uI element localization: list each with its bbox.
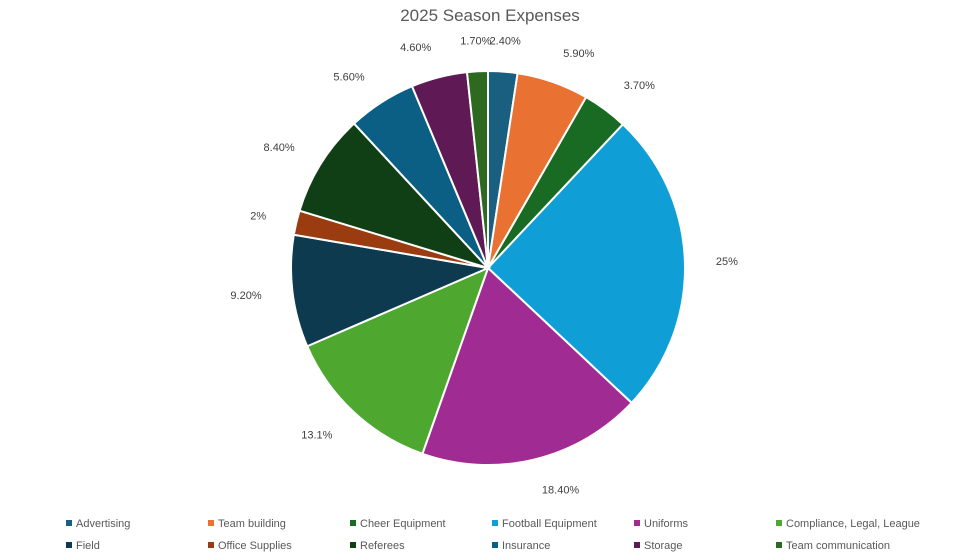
- legend-swatch: [208, 520, 214, 527]
- legend-swatch: [492, 520, 498, 527]
- legend-item: Insurance: [492, 539, 550, 553]
- pie-chart: 2.40% 5.90% 3.70% 25% 18.40% 13.1% 9.20% 2% 8.40…: [230, 35, 738, 497]
- data-label-10: 4.60%: [400, 42, 431, 54]
- legend-item: Team building: [208, 517, 286, 531]
- data-label-1: 5.90%: [563, 48, 594, 60]
- legend-item: Football Equipment: [492, 517, 597, 531]
- data-label-9: 5.60%: [333, 71, 364, 83]
- legend-item: Field: [66, 539, 100, 553]
- legend-label: Field: [76, 540, 100, 552]
- legend-label: Team communication: [786, 540, 890, 552]
- pie-slice-11: [465, 69, 489, 269]
- legend-swatch: [208, 542, 214, 549]
- data-label-2: 3.70%: [624, 80, 655, 92]
- legend-label: Uniforms: [644, 518, 689, 530]
- legend-swatch: [634, 542, 640, 549]
- legend-item: Advertising: [66, 517, 130, 531]
- data-label-7: 2%: [250, 210, 266, 222]
- legend-swatch: [776, 542, 782, 549]
- data-label-6: 9.20%: [230, 290, 261, 302]
- pie-slice-8: [298, 122, 492, 271]
- legend-label: Compliance, Legal, League: [786, 518, 920, 530]
- legend-item: Storage: [634, 539, 683, 553]
- pie-slice-3: [486, 122, 686, 405]
- pie-slice-5: [305, 266, 490, 456]
- chart-title: 2025 Season Expenses: [400, 6, 580, 25]
- legend-swatch: [492, 542, 498, 549]
- legend-swatch: [66, 520, 72, 527]
- legend-swatch: [776, 520, 782, 527]
- legend-item: Team communication: [776, 539, 890, 553]
- legend-item: Referees: [350, 539, 405, 553]
- data-label-8: 8.40%: [264, 142, 295, 154]
- legend-label: Cheer Equipment: [360, 518, 446, 530]
- legend-item: Compliance, Legal, League: [776, 517, 920, 531]
- legend-swatch: [66, 542, 72, 549]
- legend-item: Office Supplies: [208, 539, 292, 553]
- data-label-11: 1.70%: [460, 35, 491, 47]
- legend-label: Football Equipment: [502, 518, 597, 530]
- data-label-0: 2.40%: [490, 36, 521, 48]
- legend-item: Uniforms: [634, 517, 688, 531]
- legend-swatch: [350, 520, 356, 527]
- pie-slice-6: [290, 233, 492, 348]
- legend-label: Office Supplies: [218, 540, 292, 552]
- legend-swatch: [634, 520, 640, 527]
- legend-label: Advertising: [76, 518, 131, 530]
- data-label-5: 13.1%: [301, 430, 332, 442]
- legend-label: Insurance: [502, 540, 551, 552]
- legend-label: Referees: [360, 540, 405, 552]
- legend-label: Team building: [218, 518, 286, 530]
- legend-label: Storage: [644, 540, 683, 552]
- legend-swatch: [350, 542, 356, 549]
- data-label-3: 25%: [716, 256, 738, 268]
- pie-slice-4: [421, 266, 634, 466]
- legend-item: Cheer Equipment: [350, 517, 446, 531]
- data-label-4: 18.40%: [542, 485, 580, 497]
